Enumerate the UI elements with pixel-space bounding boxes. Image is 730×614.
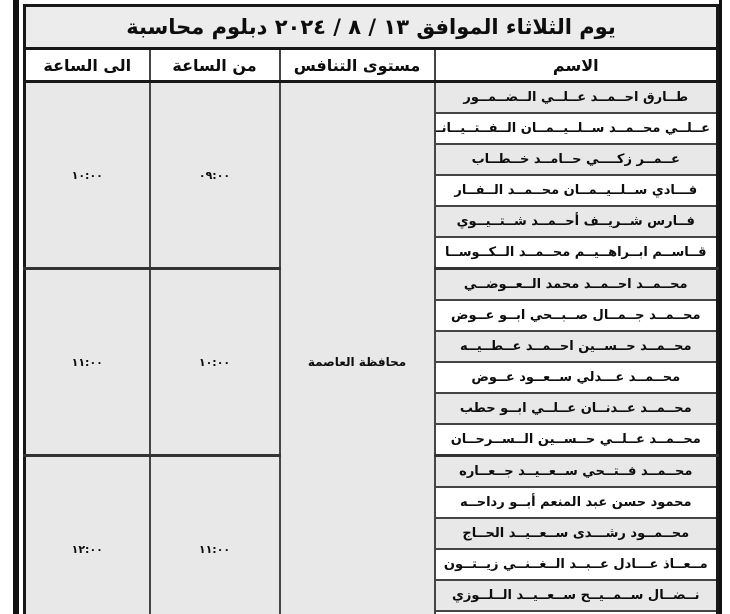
name-cell: محمود حسن عبد المنعم أبــو رداحــه (433, 486, 719, 519)
to-time-cell: ١١:٠٠ (23, 267, 151, 457)
to-time-cell: ١٢:٠٠ (23, 454, 151, 614)
name-cell: عــلــي محــمــد ســلــيــمــان الــفــت… (433, 112, 719, 145)
name-cell: نــضــال ســمــيــح ســعــيــد الــلــوز… (433, 579, 719, 612)
page-rule-left (13, 0, 19, 614)
table-row: محــمــد عـــدلي ســعــود عــوض (25, 361, 719, 394)
name-cell: محــمــد عــدنــان عــلــي ابــو حطب (433, 392, 719, 425)
from-time-cell: ١٠:٠٠ (148, 267, 281, 457)
name-cell: محــمــد عــلــي حــســين الــســرحــان (433, 423, 719, 457)
table-row: محــمــد احــمــد محمد الــعــوضــي ١٠:٠… (23, 267, 719, 457)
table-row: مــعــاذ عـــادل عــبــد الــغــنــي زيـ… (25, 548, 719, 581)
table-row: نــضــال ســمــيــح ســعــيــد الــلــوز… (25, 579, 719, 612)
column-header-name: الاسم (433, 47, 719, 83)
table-row: فــارس شــريــف أحــمــد شــتــيــوي (25, 205, 719, 238)
name-cell: محــمــد حــســين احــمــد عــطــيــه (433, 330, 719, 363)
table-row: هيثم محمد يســري راتــب الاشــهــب (25, 610, 719, 614)
name-cell: فــارس شــريــف أحــمــد شــتــيــوي (433, 205, 719, 238)
column-header-from: من الساعة (148, 47, 281, 83)
table-row: طــارق احــمــد عــلــي الــضــمــور محا… (23, 80, 719, 614)
table-row: قــاســم ابــراهــيــم محــمــد الــكــو… (25, 236, 719, 270)
table-row: محــمــد حــســين احــمــد عــطــيــه (25, 330, 719, 363)
schedule-table: يوم الثلاثاء الموافق ١٣ / ٨ / ٢٠٢٤ دبلوم… (23, 4, 720, 614)
name-cell: هيثم محمد يســري راتــب الاشــهــب (433, 610, 719, 614)
level-cell: محافظة العاصمة (278, 80, 436, 614)
table-row: فـــادي ســلــيــمــان محــمــد الــفــا… (25, 174, 719, 207)
name-cell: محــمــد عـــدلي ســعــود عــوض (433, 361, 719, 394)
name-cell: عــمــر زكــــي حــامــد خــطــاب (433, 143, 719, 176)
name-cell: قــاســم ابــراهــيــم محــمــد الــكــو… (433, 236, 719, 270)
name-cell: طــارق احــمــد عــلــي الــضــمــور (433, 80, 719, 114)
title-row: يوم الثلاثاء الموافق ١٣ / ٨ / ٢٠٢٤ دبلوم… (23, 4, 719, 50)
table-row: محمود حسن عبد المنعم أبــو رداحــه (25, 486, 719, 519)
table-row: محــمــد عــدنــان عــلــي ابــو حطب (25, 392, 719, 425)
name-cell: محــمــد جــمــال صــبــحي ابــو عــوض (433, 299, 719, 332)
schedule-table-wrap: يوم الثلاثاء الموافق ١٣ / ٨ / ٢٠٢٤ دبلوم… (23, 4, 720, 614)
from-time-cell: ١١:٠٠ (148, 454, 281, 614)
table-row: محــمــد عــلــي حــســين الــســرحــان (25, 423, 719, 457)
table-title: يوم الثلاثاء الموافق ١٣ / ٨ / ٢٠٢٤ دبلوم… (23, 4, 719, 50)
name-cell: مــعــاذ عـــادل عــبــد الــغــنــي زيـ… (433, 548, 719, 581)
table-row: عــلــي محــمــد ســلــيــمــان الــفــت… (25, 112, 719, 145)
table-row: عــمــر زكــــي حــامــد خــطــاب (25, 143, 719, 176)
table-row: محــمــد فــتــحي ســعــيــد جــعــاره ١… (23, 454, 719, 614)
page-rule-right (719, 0, 722, 614)
from-time-cell: ٠٩:٠٠ (148, 80, 281, 270)
name-cell: محــمــد احــمــد محمد الــعــوضــي (433, 267, 719, 301)
name-cell: فـــادي ســلــيــمــان محــمــد الــفــا… (433, 174, 719, 207)
column-header-to: الى الساعة (23, 47, 151, 83)
name-cell: محــمــود رشـــدى ســعــيــد الحــاج (433, 517, 719, 550)
header-row: الاسم مستوى التنافس من الساعة الى الساعة (23, 47, 719, 83)
column-header-level: مستوى التنافس (278, 47, 436, 83)
to-time-cell: ١٠:٠٠ (23, 80, 151, 270)
name-cell: محــمــد فــتــحي ســعــيــد جــعــاره (433, 454, 719, 488)
table-row: محــمــد جــمــال صــبــحي ابــو عــوض (25, 299, 719, 332)
table-row: محــمــود رشـــدى ســعــيــد الحــاج (25, 517, 719, 550)
